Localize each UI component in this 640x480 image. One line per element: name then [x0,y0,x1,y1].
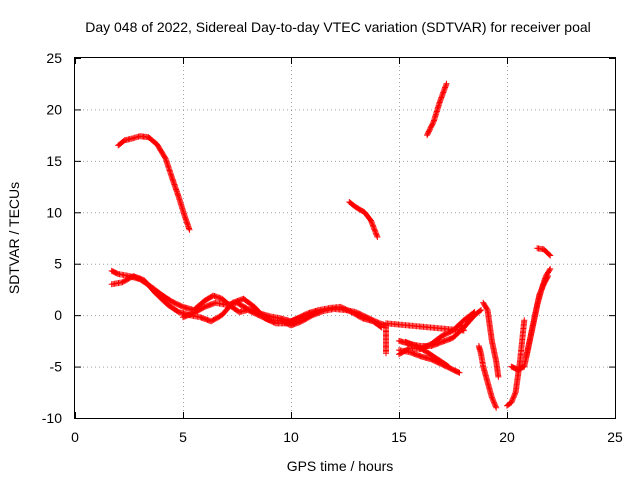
data-point-run [182,214,193,233]
data-point-run [346,199,358,210]
data-point-run [437,80,450,105]
data-point-run [352,204,367,215]
data-point-run [517,339,525,365]
data-point-run [471,307,485,319]
data-point-run [151,289,170,307]
data-point-run [145,134,160,147]
data-point-run [434,356,452,370]
data-point-run [484,379,495,400]
grid [75,58,615,418]
series-arc-e [108,267,390,329]
y-axis-label: SDTVAR / TECUs [6,182,22,294]
data-point-run [288,314,305,325]
data-point-run [527,313,538,339]
data-point-run [458,322,467,334]
series-arc-d [534,245,554,259]
data-point-run [488,394,500,411]
data-point-run [169,175,182,199]
data-point-run [367,217,381,240]
data-point-run [493,358,502,380]
series-arc-g [180,299,305,325]
x-axis-label: GPS time / hours [287,458,394,474]
data-point-run [383,320,466,334]
data-point-run [361,209,374,223]
series-arc-m [480,299,502,380]
data-point-run [428,333,445,347]
y-tick-label: -5 [50,359,63,375]
data-point-run [240,295,257,310]
data-point-run [480,299,490,312]
data-point-run [413,343,429,355]
data-point-run [169,298,185,310]
y-tick-label: 10 [46,204,62,220]
data-point-run [424,349,440,362]
data-point-run [262,315,278,326]
x-tick-label: 5 [179,429,187,445]
data-point-run [383,321,389,357]
plot-frame [74,57,616,419]
data-point-run [512,375,521,396]
data-point-run [337,303,354,315]
data-point-run [540,246,554,259]
data-points [108,80,554,411]
data-point-run [478,351,486,369]
data-point-run [190,298,207,313]
series-arc-f [108,273,385,331]
series-arc-p [523,273,552,360]
series-arc-c [424,80,450,139]
data-point-run [298,312,315,325]
x-tick-label: 0 [71,429,79,445]
data-point-run [141,277,157,295]
data-point-run [540,273,552,288]
data-point-run [430,99,443,125]
x-tick-label: 15 [391,429,407,445]
data-point-run [484,307,493,328]
data-point-run [460,309,478,324]
y-tick-label: 25 [46,50,62,66]
x-tick-labels: 0 5 10 15 20 25 [71,429,623,445]
data-point-run [370,318,385,331]
data-point-run [154,141,168,161]
series-arc-a [115,133,193,233]
data-point-run [480,363,491,384]
data-point-run [424,120,436,139]
series-arc-l [475,343,500,411]
y-tick-label: 5 [54,256,62,272]
data-point-run [162,155,175,180]
y-tick-label: -10 [42,410,62,426]
data-point-run [450,366,463,376]
data-point-run [532,292,543,319]
data-point-run [190,304,207,317]
data-point-run [175,193,188,220]
x-tick-label: 20 [499,429,515,445]
data-point-run [523,334,534,360]
y-tick-label: 15 [46,153,62,169]
x-tick-label: 10 [283,429,299,445]
data-point-run [348,309,365,321]
data-point-run [486,322,495,343]
data-point-run [504,400,514,409]
series-arc-k [402,338,452,370]
x-tick-label: 25 [607,429,623,445]
data-point-run [115,138,127,149]
data-point-run [108,279,125,288]
y-tick-label: 0 [54,307,62,323]
axis-ticks [75,58,616,419]
data-point-run [234,299,250,312]
data-point-run [208,312,224,325]
series-outliers [383,320,467,357]
data-point-run [164,301,181,315]
series-arc-j [396,309,478,358]
data-point-run [158,291,175,305]
chart-title: Day 048 of 2022, Sidereal Day-to-day VTE… [85,19,591,35]
y-tick-labels: 25 20 15 10 5 0 -5 -10 [42,50,62,426]
y-tick-label: 20 [46,101,62,117]
data-point-run [519,317,528,344]
series-arc-b [346,199,381,240]
